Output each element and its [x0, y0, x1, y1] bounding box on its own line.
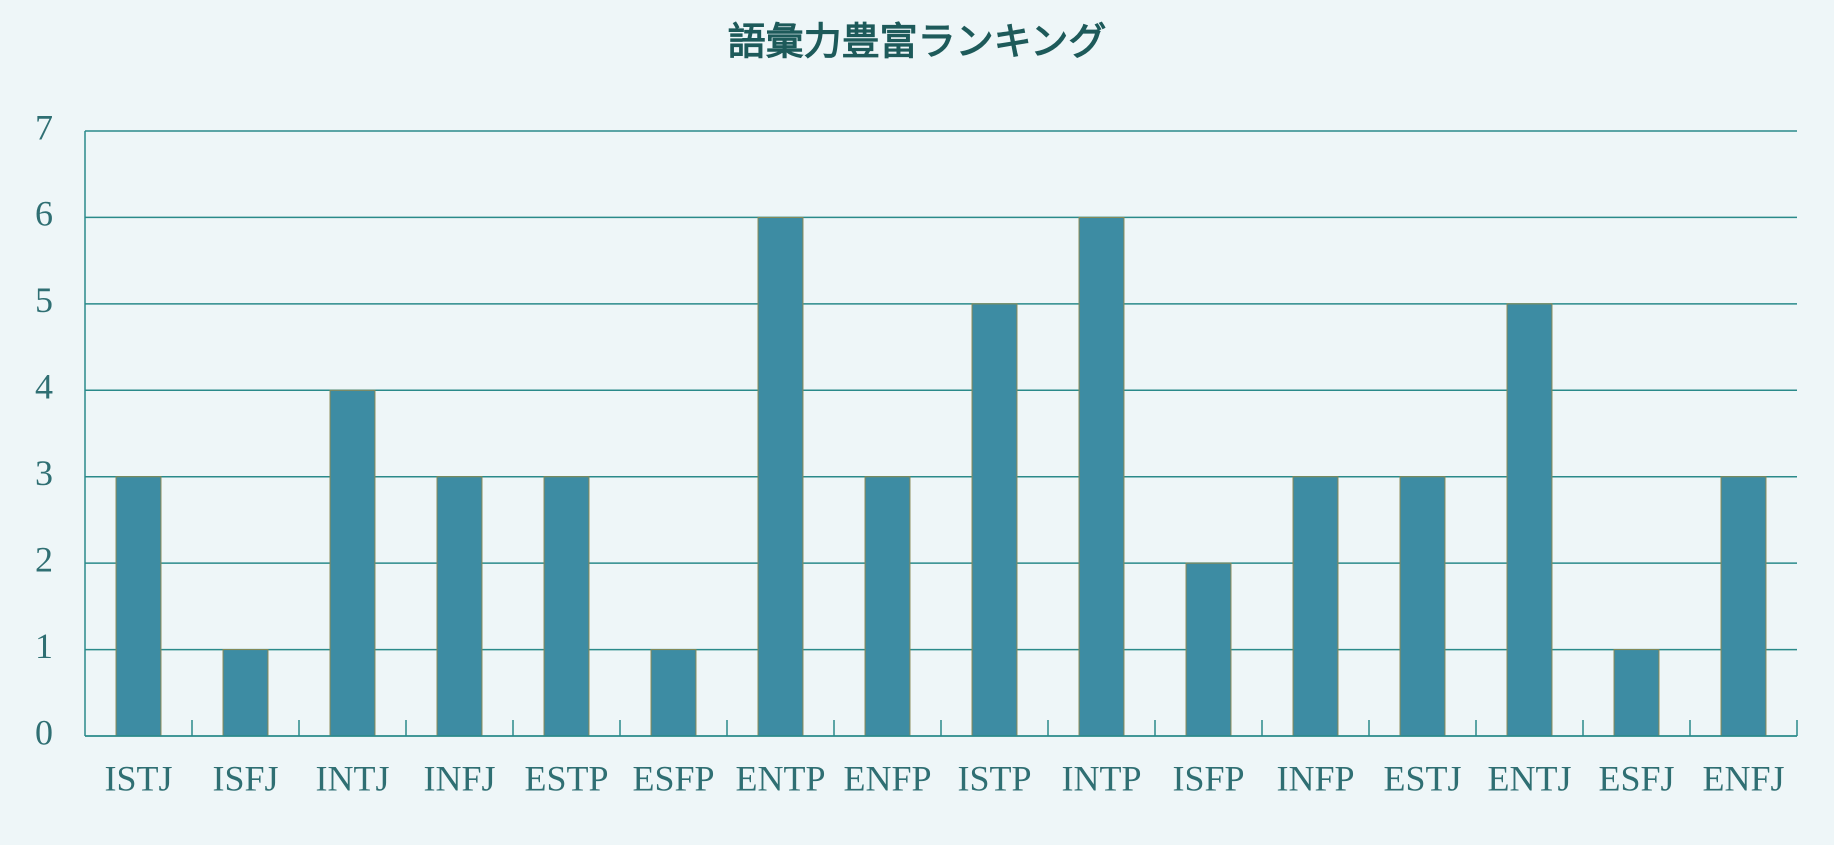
- bar: [1292, 476, 1339, 737]
- x-tick-label: ISFP: [1172, 758, 1244, 798]
- x-tick-label: ISFJ: [212, 758, 278, 798]
- y-tick-label: 6: [35, 194, 53, 234]
- bar: [1399, 476, 1446, 737]
- x-tick-label: ESFP: [632, 758, 714, 798]
- y-tick-label: 0: [35, 712, 53, 752]
- x-tick-label: INTJ: [316, 758, 390, 798]
- x-tick-label: ISTJ: [104, 758, 172, 798]
- bar: [1720, 476, 1767, 737]
- y-tick-label: 4: [35, 367, 53, 407]
- y-tick-label: 3: [35, 453, 53, 493]
- bar: [436, 476, 483, 737]
- x-tick-label: ESFJ: [1598, 758, 1674, 798]
- x-tick-label: ISTP: [957, 758, 1031, 798]
- bar: [1506, 303, 1553, 737]
- x-tick-label: INFP: [1276, 758, 1354, 798]
- bar: [329, 389, 376, 737]
- x-tick-label: INFJ: [423, 758, 495, 798]
- x-tick-label: ENFP: [843, 758, 931, 798]
- bar: [650, 649, 697, 737]
- bar: [1613, 649, 1660, 737]
- bar: [543, 476, 590, 737]
- bar: [1185, 562, 1232, 737]
- x-tick-label: ESTJ: [1383, 758, 1461, 798]
- bar: [971, 303, 1018, 737]
- bar: [1078, 216, 1125, 737]
- y-tick-label: 7: [35, 107, 53, 147]
- x-tick-label: ENTP: [736, 758, 826, 798]
- x-tick-label: ENFJ: [1702, 758, 1784, 798]
- x-tick-label: ENTJ: [1488, 758, 1572, 798]
- bar: [115, 476, 162, 737]
- y-tick-label: 2: [35, 539, 53, 579]
- y-tick-label: 5: [35, 280, 53, 320]
- bar: [222, 649, 269, 737]
- bar: [864, 476, 911, 737]
- chart-title: 語彙力豊富ランキング: [728, 20, 1107, 64]
- x-tick-label: INTP: [1062, 758, 1142, 798]
- y-tick-label: 1: [35, 626, 53, 666]
- bar: [757, 216, 804, 737]
- x-tick-label: ESTP: [524, 758, 608, 798]
